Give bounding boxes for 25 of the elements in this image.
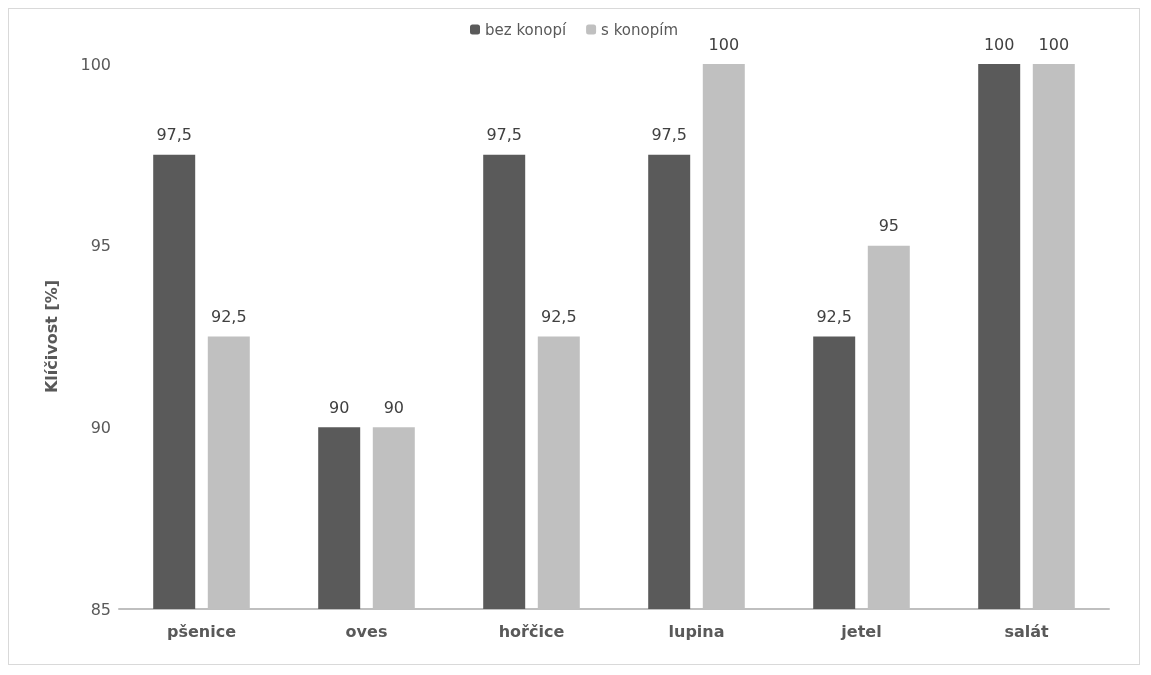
data-label: 90 [383, 397, 404, 417]
legend-label: s konopím [601, 20, 678, 39]
data-label: 90 [329, 397, 350, 417]
x-tick-label: jetel [840, 621, 882, 641]
y-tick-label: 95 [90, 236, 111, 256]
y-axis-title: Klíčivost [%] [41, 279, 61, 394]
y-tick-label: 100 [80, 54, 111, 74]
data-label: 100 [983, 34, 1015, 54]
data-label: 92,5 [540, 307, 577, 326]
data-label: 97,5 [486, 125, 523, 145]
x-tick-label: pšenice [166, 621, 237, 641]
x-tick-label: hořčice [498, 621, 565, 641]
y-tick-label: 85 [90, 599, 111, 619]
x-tick-label: salát [1004, 621, 1049, 641]
data-label: 97,5 [651, 125, 688, 145]
data-label: 92,5 [816, 307, 853, 326]
data-label: 95 [878, 216, 899, 236]
data-label: 97,5 [156, 125, 193, 145]
data-label: 100 [708, 34, 740, 54]
data-label: 92,5 [210, 307, 247, 326]
data-label: 100 [1038, 34, 1070, 54]
x-tick-label: oves [345, 621, 388, 641]
legend-label: bez konopí [485, 20, 567, 39]
y-tick-label: 90 [90, 417, 111, 437]
x-tick-label: lupina [668, 621, 725, 641]
